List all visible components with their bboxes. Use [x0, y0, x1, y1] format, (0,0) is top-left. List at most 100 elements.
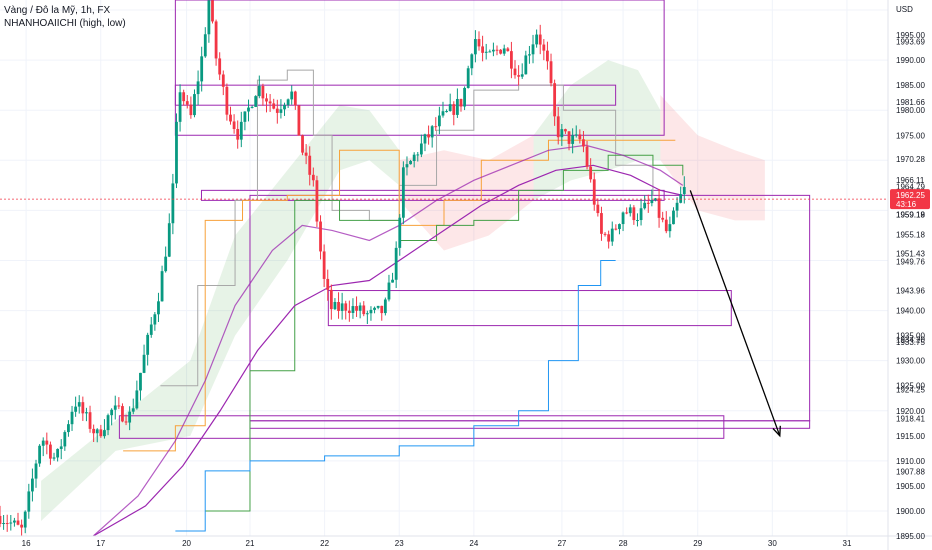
candle-body: [661, 217, 665, 220]
candle-body: [409, 160, 412, 165]
candle-body: [153, 314, 157, 325]
candle-body: [265, 98, 268, 102]
candle-body: [481, 46, 484, 53]
y-tick-label: 1918.41: [896, 415, 925, 424]
zone-box[interactable]: [327, 290, 732, 327]
x-tick-label: 29: [693, 539, 702, 548]
arrow-line[interactable]: [689, 190, 781, 437]
candle-body: [121, 406, 124, 422]
candle-body: [668, 224, 672, 232]
candle-body: [225, 86, 229, 115]
candle-body: [218, 58, 222, 75]
price-axis-bg: [888, 0, 932, 550]
candle-body: [657, 198, 661, 218]
candle-body: [376, 305, 380, 308]
y-tick-label: 1910.00: [896, 457, 925, 466]
candle-body: [77, 402, 81, 407]
candle-body: [27, 491, 31, 512]
candle-body: [405, 164, 409, 168]
candle-body: [528, 54, 531, 56]
candle-body: [499, 49, 503, 54]
candle-body: [283, 104, 286, 110]
candle-body: [110, 409, 114, 416]
candle-body: [326, 278, 330, 290]
candle-body: [455, 98, 459, 115]
cloud-red: [399, 135, 534, 251]
candle-body: [355, 306, 358, 311]
y-tick-label: 1993.69: [896, 38, 925, 47]
y-tick-label: 1985.00: [896, 81, 925, 90]
candle-body: [182, 92, 186, 102]
candle-body: [535, 34, 539, 45]
countdown-label: 43:16: [896, 200, 917, 209]
candle-body: [664, 219, 668, 232]
candle-body: [369, 309, 373, 314]
cloud-green-2: [533, 60, 661, 201]
x-tick-label: 21: [246, 539, 255, 548]
y-tick-label: 1981.66: [896, 98, 925, 107]
candle-body: [682, 187, 686, 195]
candle-body: [117, 405, 121, 407]
y-tick-label: 1907.88: [896, 467, 925, 476]
zone-box[interactable]: [249, 420, 811, 429]
candle-body: [2, 523, 6, 525]
candle-body: [178, 92, 182, 122]
candle-body: [448, 104, 452, 112]
candle-body: [337, 302, 340, 311]
y-tick-label: 1915.00: [896, 432, 925, 441]
y-tick-label: 1966.11: [896, 176, 925, 185]
candle-body: [175, 121, 178, 184]
currency-label: USD: [896, 5, 913, 14]
candle-body: [257, 85, 261, 97]
candle-body: [95, 429, 99, 434]
indicator-title[interactable]: NHANHOAIICHI (high, low): [4, 18, 126, 29]
zone-box[interactable]: [118, 415, 725, 439]
indicator-lines: [92, 69, 684, 537]
candle-body: [546, 50, 549, 62]
symbol-title[interactable]: Vàng / Đô la Mỹ, 1h, FX: [4, 5, 111, 16]
zone-box[interactable]: [174, 84, 617, 106]
candle-body: [445, 111, 448, 113]
y-tick-label: 1970.28: [896, 155, 925, 164]
candle-body: [466, 68, 470, 88]
candle-body: [304, 152, 308, 156]
candle-body: [38, 445, 42, 464]
y-tick-label: 1964.79: [896, 182, 925, 191]
candle-body: [189, 104, 193, 116]
candle-body: [672, 210, 675, 225]
projection-arrow[interactable]: [689, 190, 781, 438]
candle-body: [243, 111, 247, 122]
candle-body: [427, 134, 430, 138]
candle-body: [315, 180, 319, 222]
candle-body: [160, 271, 164, 302]
candle-body: [236, 128, 240, 140]
candle-body: [131, 408, 135, 412]
candle-body: [63, 432, 67, 447]
candle-body: [268, 101, 272, 104]
candle-body: [571, 135, 575, 144]
candle-body: [9, 522, 13, 524]
candle-body: [88, 412, 92, 429]
candle-body: [23, 511, 27, 528]
candle-body: [358, 305, 362, 311]
x-tick-label: 22: [320, 539, 329, 548]
candle-body: [564, 129, 567, 132]
zone-box[interactable]: [174, 0, 665, 136]
lead-line: [123, 139, 676, 452]
last-price-tag: [890, 189, 930, 210]
candle-body: [275, 108, 279, 113]
candle-body: [167, 223, 171, 257]
candle-body: [592, 179, 596, 205]
candle-body: [373, 307, 376, 310]
candle-body: [365, 313, 369, 315]
candle-body: [549, 61, 553, 84]
candle-body: [380, 305, 384, 314]
candle-body: [5, 523, 9, 525]
candle-body: [567, 131, 571, 144]
candle-body: [293, 91, 297, 106]
grid: [0, 0, 888, 536]
cloud-red-2: [660, 95, 765, 221]
x-tick-label: 24: [469, 539, 478, 548]
